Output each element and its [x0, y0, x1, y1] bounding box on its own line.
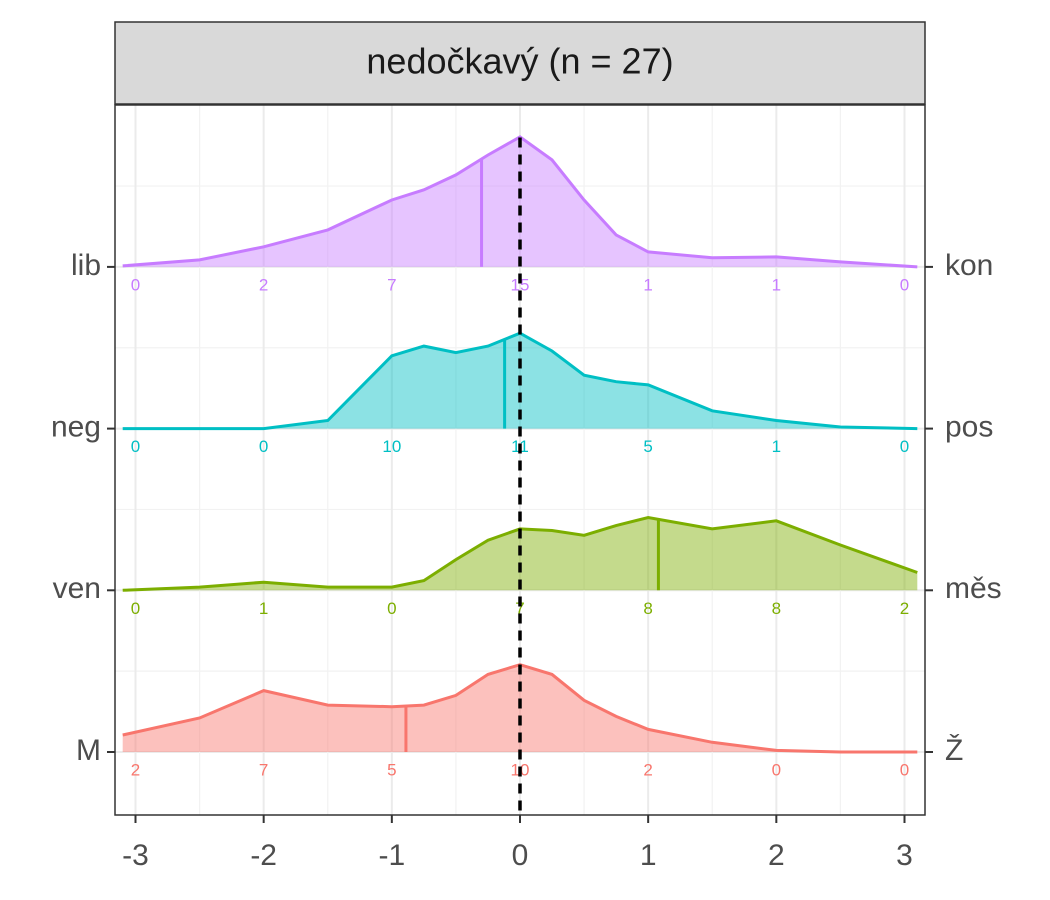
y-tick-label: lib: [71, 249, 101, 282]
count-label: 0: [900, 275, 909, 294]
count-label: 2: [259, 275, 268, 294]
panel-border: [114, 104, 926, 816]
y-tick-label: ven: [53, 572, 101, 605]
count-label: 0: [259, 437, 268, 456]
count-label: 0: [131, 437, 140, 456]
x-tick-label: -3: [122, 839, 149, 872]
count-label: 15: [511, 275, 530, 294]
count-label: 5: [387, 760, 396, 779]
x-tick-label: 1: [640, 839, 657, 872]
count-label: 0: [387, 599, 396, 618]
count-label: 7: [515, 599, 524, 618]
count-label: 7: [259, 760, 268, 779]
x-tick-label: -1: [378, 839, 405, 872]
count-label: 1: [259, 599, 268, 618]
facet-strip: [114, 21, 926, 105]
count-label: 0: [772, 760, 781, 779]
x-tick-label: 2: [768, 839, 785, 872]
y2-tick-label: kon: [945, 249, 993, 282]
y-tick-label: M: [76, 734, 101, 767]
chart-title: nedočkavý (n = 27): [366, 41, 673, 82]
x-tick-label: 3: [896, 839, 913, 872]
count-label: 0: [131, 599, 140, 618]
x-tick-label: 0: [512, 839, 529, 872]
count-label: 7: [387, 275, 396, 294]
x-tick-label: -2: [250, 839, 277, 872]
y-tick-label: neg: [51, 411, 101, 444]
y2-tick-label: pos: [945, 411, 993, 444]
count-label: 0: [900, 437, 909, 456]
count-label: 2: [643, 760, 652, 779]
count-label: 10: [382, 437, 401, 456]
count-label: 0: [900, 760, 909, 779]
count-label: 8: [643, 599, 652, 618]
density-area: [122, 136, 918, 267]
count-label: 2: [131, 760, 140, 779]
count-label: 1: [643, 275, 652, 294]
count-label: 5: [643, 437, 652, 456]
count-label: 8: [772, 599, 781, 618]
count-label: 2: [900, 599, 909, 618]
density-line: [122, 135, 918, 269]
count-label: 0: [131, 275, 140, 294]
y2-tick-label: měs: [945, 572, 1002, 605]
count-label: 1: [772, 437, 781, 456]
count-label: 1: [772, 275, 781, 294]
y2-tick-label: Ž: [945, 734, 963, 767]
